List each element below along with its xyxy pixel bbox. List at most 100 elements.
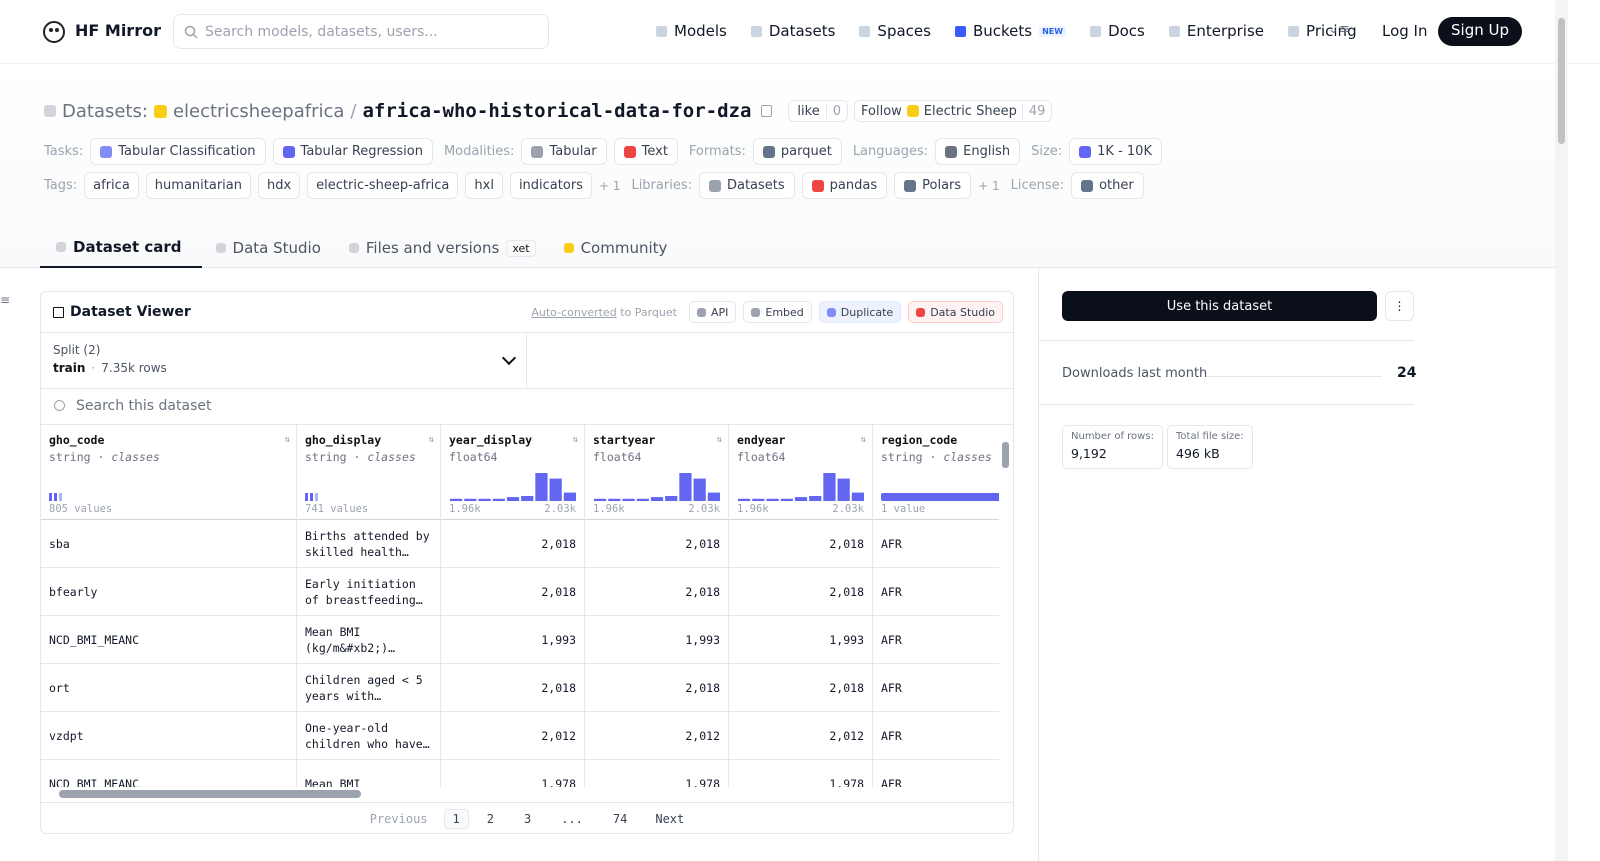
table-cell[interactable]: AFR: [873, 760, 999, 788]
nav-link[interactable]: Pricing: [1288, 22, 1357, 40]
column-header[interactable]: gho_display ⇅ string · classes 741 values: [297, 425, 441, 520]
histogram-bar[interactable]: [506, 497, 520, 501]
meta-pill[interactable]: humanitarian: [145, 172, 251, 199]
meta-pill[interactable]: Tabular Regression: [272, 138, 433, 165]
menu-icon[interactable]: ⌄≡: [1328, 22, 1350, 37]
histogram-bar[interactable]: [594, 498, 607, 501]
histogram-bar[interactable]: [693, 478, 706, 501]
meta-pill[interactable]: Text: [613, 138, 678, 165]
table-cell[interactable]: 2,012: [441, 712, 585, 760]
histogram-bar[interactable]: [851, 492, 864, 501]
table-cell[interactable]: 1,993: [441, 616, 585, 664]
repo-owner[interactable]: electricsheepafrica: [172, 100, 345, 122]
like-button[interactable]: like 0: [788, 100, 848, 122]
table-cell[interactable]: 2,012: [585, 712, 729, 760]
histogram-bar[interactable]: [450, 498, 463, 501]
meta-pill[interactable]: Datasets: [698, 172, 795, 199]
histogram-bar[interactable]: [535, 473, 548, 501]
more-button[interactable]: ⋮: [1385, 291, 1414, 321]
auto-converted-link[interactable]: Auto-converted: [531, 305, 617, 319]
meta-pill[interactable]: other: [1071, 172, 1144, 199]
nav-link[interactable]: Docs: [1090, 22, 1145, 40]
tab[interactable]: Community: [550, 228, 682, 268]
page-number[interactable]: 2: [486, 811, 494, 826]
meta-pill[interactable]: electric-sheep-africa: [307, 172, 459, 199]
table-cell[interactable]: 2,018: [585, 520, 729, 568]
table-cell[interactable]: sba: [41, 520, 297, 568]
table-cell[interactable]: 2,018: [441, 568, 585, 616]
page-next[interactable]: Next: [655, 811, 685, 826]
viewer-button[interactable]: Data Studio: [908, 301, 1003, 323]
table-cell[interactable]: Mean BMI: [297, 760, 441, 787]
page-number[interactable]: ...: [561, 811, 583, 826]
table-cell[interactable]: 2,018: [585, 664, 729, 712]
table-cell[interactable]: Early initiation of breastfeeding…: [297, 568, 441, 616]
dataset-search[interactable]: Search this dataset: [41, 388, 1013, 425]
table-cell[interactable]: 2,018: [729, 520, 873, 568]
table-cell[interactable]: Mean BMI (kg/m&#xb2;)…: [297, 616, 441, 664]
more-count[interactable]: + 1: [598, 178, 621, 193]
table-cell[interactable]: AFR: [873, 712, 999, 760]
histogram-bar[interactable]: [650, 497, 664, 501]
viewer-button[interactable]: Duplicate: [818, 301, 902, 323]
column-header[interactable]: endyear ⇅ float64 1.96k 2.03k: [729, 425, 873, 520]
nav-link[interactable]: Spaces: [859, 22, 931, 40]
follow-button[interactable]: Follow Electric Sheep 49: [854, 100, 1053, 122]
table-cell[interactable]: 2,018: [585, 568, 729, 616]
histogram-bar[interactable]: [665, 495, 678, 501]
meta-pill[interactable]: parquet: [752, 138, 842, 165]
split-selector[interactable]: Split (2) train · 7.35k rows: [41, 332, 527, 388]
histogram-bar[interactable]: [752, 498, 765, 501]
histogram-bar[interactable]: [636, 498, 649, 501]
table-cell[interactable]: 2,018: [441, 664, 585, 712]
histogram-bar[interactable]: [707, 492, 720, 501]
table-cell[interactable]: vzdpt: [41, 712, 297, 760]
histogram-bar[interactable]: [809, 495, 822, 501]
table-cell[interactable]: 2,018: [729, 568, 873, 616]
histogram-bar[interactable]: [563, 492, 576, 501]
table-cell[interactable]: ort: [41, 664, 297, 712]
table-cell[interactable]: AFR: [873, 616, 999, 664]
table-cell[interactable]: 1,978: [585, 760, 729, 787]
page-number[interactable]: 3: [523, 811, 532, 826]
nav-link[interactable]: Datasets: [750, 22, 835, 40]
tab[interactable]: Dataset card: [40, 228, 202, 268]
nav-link[interactable]: Models: [656, 22, 727, 40]
meta-pill[interactable]: 1K - 10K: [1069, 138, 1162, 165]
table-cell[interactable]: NCD_BMI_MEANC: [41, 760, 297, 787]
table-cell[interactable]: bfearly: [41, 568, 297, 616]
meta-pill[interactable]: indicators: [509, 172, 592, 199]
histogram-bar[interactable]: [478, 498, 491, 501]
histogram-bar[interactable]: [608, 498, 621, 501]
table-cell[interactable]: 1,993: [729, 616, 873, 664]
meta-pill[interactable]: africa: [84, 172, 139, 199]
meta-pill[interactable]: Polars: [894, 172, 972, 199]
tab[interactable]: Data Studio: [202, 228, 335, 268]
table-cell[interactable]: NCD_BMI_MEANC: [41, 616, 297, 664]
nav-link[interactable]: Enterprise: [1168, 22, 1264, 40]
more-count[interactable]: + 1: [978, 178, 1000, 193]
table-cell[interactable]: AFR: [873, 568, 999, 616]
copy-icon[interactable]: [761, 105, 773, 117]
histogram-bar[interactable]: [823, 473, 836, 501]
meta-pill[interactable]: hdx: [257, 172, 301, 199]
histogram-bar[interactable]: [549, 478, 562, 501]
histogram-bar[interactable]: [794, 497, 808, 501]
table-cell[interactable]: Births attended by skilled health…: [297, 520, 441, 568]
tab[interactable]: Files and versions xet: [335, 228, 550, 268]
side-toggle[interactable]: ≡: [0, 293, 11, 307]
table-cell[interactable]: AFR: [873, 520, 999, 568]
signup[interactable]: Sign Up: [1438, 17, 1522, 46]
column-header[interactable]: startyear ⇅ float64 1.96k 2.03k: [585, 425, 729, 520]
page-number[interactable]: 1: [443, 808, 469, 829]
repo-name[interactable]: africa-who-historical-data-for-dza: [362, 100, 752, 122]
histogram-bar[interactable]: [679, 473, 692, 501]
table-cell[interactable]: AFR: [873, 664, 999, 712]
table-cell[interactable]: 1,978: [729, 760, 873, 787]
table-cell[interactable]: 2,018: [729, 664, 873, 712]
viewer-button[interactable]: Embed: [743, 301, 812, 323]
search-box[interactable]: Search models, datasets, users...: [173, 14, 549, 49]
table-cell[interactable]: 1,993: [585, 616, 729, 664]
table-cell[interactable]: One-year-old children who have…: [297, 712, 441, 760]
page-prev[interactable]: Previous: [369, 811, 428, 826]
